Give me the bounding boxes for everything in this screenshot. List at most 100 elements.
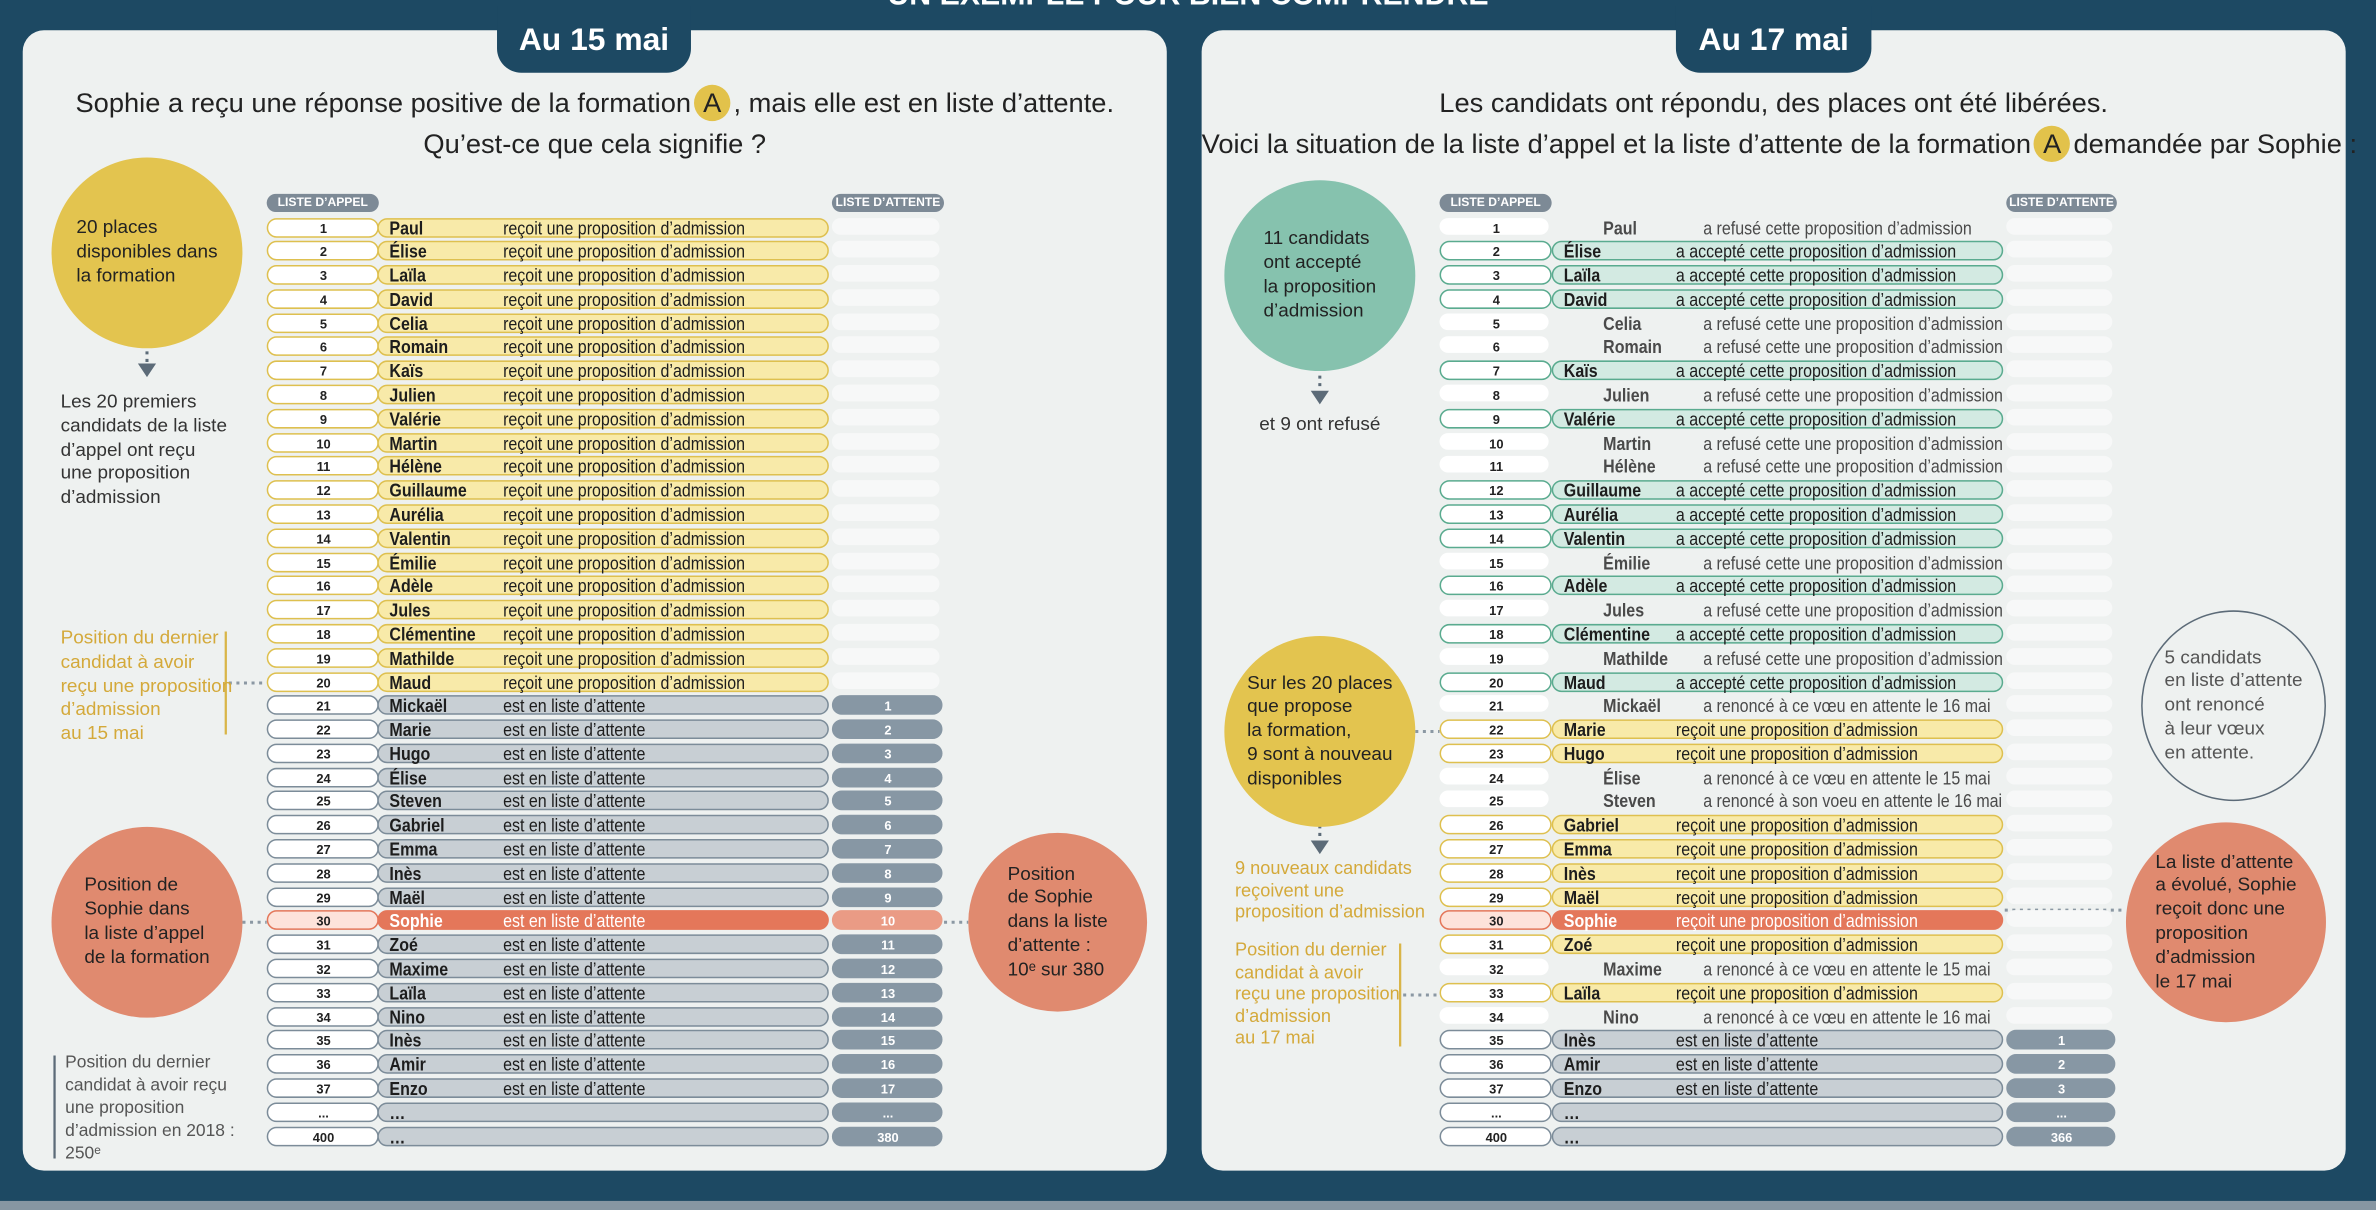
name: Jules bbox=[1603, 599, 1645, 622]
status: est en liste d’attente bbox=[503, 1030, 646, 1052]
status: est en liste d’attente bbox=[1675, 1054, 1819, 1076]
intro-line: Qu’est-ce que cela signifie ? bbox=[23, 124, 1167, 163]
name-pill bbox=[1551, 504, 2004, 524]
status: reçoit une proposition d’admission bbox=[503, 480, 746, 502]
wait-pill bbox=[831, 958, 943, 979]
wait-pill bbox=[831, 336, 940, 354]
rank: 18 bbox=[1489, 626, 1504, 642]
note: 11 candidats ont accepté la proposition d’a… bbox=[1263, 228, 1376, 324]
rank-pill bbox=[1439, 289, 1552, 309]
intro-line: Les candidats ont répondu, des places on… bbox=[1202, 83, 2346, 122]
wait-pill bbox=[2006, 384, 2113, 402]
name: Romain bbox=[1603, 336, 1662, 359]
rank: 12 bbox=[316, 483, 331, 499]
note-line: à leur vœux bbox=[2164, 717, 2265, 739]
name: Martin bbox=[1603, 432, 1652, 454]
name: Élise bbox=[1603, 767, 1641, 789]
status: est en liste d’attente bbox=[503, 958, 646, 980]
wait-pill bbox=[2006, 312, 2113, 330]
name: Julien bbox=[1603, 384, 1650, 406]
note: 5 candidats en liste d’attente ont renoncé… bbox=[2165, 646, 2303, 766]
status: a refusé cette proposition d’admission bbox=[1703, 217, 1972, 239]
note-line: la proposition bbox=[1263, 275, 1377, 297]
rank: 15 bbox=[1489, 555, 1504, 571]
name-pill bbox=[1551, 1125, 2004, 1146]
wait-position: 16 bbox=[880, 1057, 896, 1073]
note: Position de Sophie dans la liste d’attente … bbox=[1008, 862, 1108, 982]
wait-pill bbox=[831, 647, 940, 665]
wait-pill bbox=[831, 719, 943, 740]
note: 9 nouveaux candidats reçoivent une proposi… bbox=[1235, 857, 1425, 923]
header: UN EXEMPLE POUR BIEN COMPRENDRE bbox=[0, 0, 2376, 14]
name-pill bbox=[1551, 886, 2004, 907]
rank-pill bbox=[1439, 862, 1552, 883]
status: reçoit une proposition d’admission bbox=[503, 528, 746, 550]
note-line: d’admission bbox=[1263, 299, 1364, 321]
rank: 36 bbox=[316, 1057, 331, 1073]
wait-position: 6 bbox=[884, 818, 892, 834]
name-pill bbox=[1551, 1102, 2004, 1122]
rank: 6 bbox=[1492, 339, 1500, 356]
rank: 8 bbox=[1492, 387, 1500, 403]
name: Gabriel bbox=[1563, 815, 1619, 837]
wait-pill bbox=[2006, 671, 2113, 689]
rank: 17 bbox=[1489, 602, 1504, 619]
wait-pill bbox=[831, 599, 940, 617]
wait-pill bbox=[831, 934, 943, 955]
name: Sophie bbox=[1563, 910, 1618, 932]
wait-position: 9 bbox=[884, 889, 892, 906]
wait-pill bbox=[2006, 241, 2113, 258]
name-pill bbox=[1551, 241, 2004, 261]
name: Hélène bbox=[389, 456, 442, 478]
rank-pill bbox=[1439, 910, 1552, 931]
status: a renoncé à ce vœu en attente le 15 mai bbox=[1703, 767, 1991, 789]
rank: 8 bbox=[319, 387, 328, 403]
name: Clémentine bbox=[1563, 623, 1651, 646]
status: est en liste d’attente bbox=[1675, 1078, 1819, 1100]
wait-position: 380 bbox=[877, 1129, 899, 1145]
name: Émilie bbox=[1603, 552, 1651, 574]
note-line: le 17 mai bbox=[2155, 970, 2233, 992]
name: Gabriel bbox=[389, 815, 445, 837]
status: reçoit une proposition d’admission bbox=[503, 408, 746, 430]
name: Romain bbox=[389, 336, 449, 359]
wait-pill bbox=[831, 360, 940, 378]
wait-pill bbox=[2006, 552, 2113, 569]
rank: 30 bbox=[316, 913, 331, 929]
rank-pill bbox=[1439, 265, 1552, 285]
wait-position: 1 bbox=[2057, 1033, 2066, 1049]
rank: 14 bbox=[1489, 531, 1504, 547]
name: Steven bbox=[389, 791, 442, 813]
rank: 22 bbox=[316, 722, 331, 738]
wait-position: 7 bbox=[884, 842, 892, 858]
status: est en liste d’attente bbox=[503, 862, 646, 885]
note-circle: Position de Sophie dans la liste d’appel de… bbox=[51, 826, 243, 1018]
wait-pill bbox=[831, 528, 940, 545]
rank: 7 bbox=[319, 363, 328, 379]
status: reçoit une proposition d’admission bbox=[503, 599, 746, 622]
status: reçoit une proposition d’admission bbox=[503, 623, 746, 646]
rank-pill bbox=[1439, 886, 1552, 907]
name-pill bbox=[377, 647, 829, 668]
note-line: de Sophie bbox=[1007, 886, 1093, 908]
rank: 17 bbox=[316, 602, 331, 619]
note-line: reçu une proposition bbox=[60, 674, 233, 697]
rank: 7 bbox=[1492, 363, 1500, 379]
wait-pill bbox=[2006, 839, 2113, 856]
wait-pill bbox=[2006, 1078, 2116, 1098]
rank: 5 bbox=[319, 315, 328, 332]
note-line: Sophie dans bbox=[84, 898, 190, 920]
status: a accepté cette proposition d’admission bbox=[1675, 241, 1957, 263]
note-line: une proposition bbox=[60, 462, 191, 484]
rank-pill bbox=[1439, 695, 1549, 713]
name: David bbox=[1563, 289, 1608, 311]
name: Valérie bbox=[389, 408, 442, 430]
rank: 14 bbox=[316, 531, 331, 547]
rank: 6 bbox=[319, 339, 328, 356]
intro-text: , mais elle est en liste d’attente. bbox=[733, 87, 1115, 119]
wait-pill bbox=[831, 815, 943, 835]
name-pill bbox=[377, 934, 829, 955]
name: Steven bbox=[1603, 791, 1656, 813]
rank: 2 bbox=[319, 244, 328, 260]
status: reçoit une proposition d’admission bbox=[503, 241, 746, 263]
